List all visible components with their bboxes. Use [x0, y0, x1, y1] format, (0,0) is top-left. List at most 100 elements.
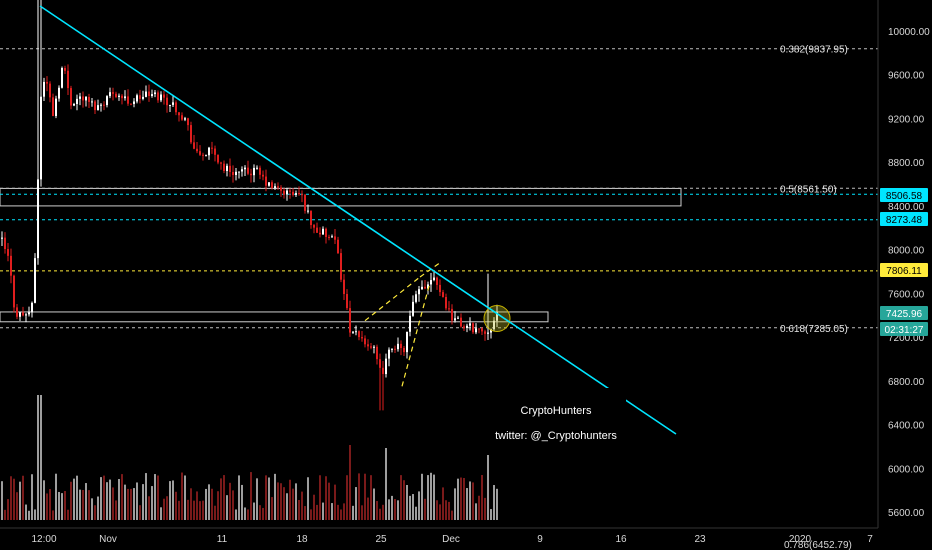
- volume-bar: [370, 475, 372, 520]
- volume-bar: [403, 480, 405, 520]
- volume-bar: [214, 505, 216, 520]
- volume-bar: [172, 480, 174, 520]
- volume-bar: [283, 487, 285, 520]
- volume-bar: [361, 505, 363, 520]
- volume-bar: [238, 475, 240, 520]
- candle-body: [130, 103, 132, 105]
- candle-body: [100, 104, 102, 106]
- volume-layer: [1, 395, 498, 520]
- annotation-box: [492, 388, 626, 450]
- volume-bar: [49, 489, 51, 520]
- x-tick-label: 16: [615, 534, 627, 545]
- x-axis[interactable]: 12:00 Nov 11 18 25 Dec 9 16 23 2020 7: [0, 527, 878, 545]
- candle-body: [205, 155, 207, 157]
- candle-body: [478, 328, 480, 330]
- candle-body: [232, 171, 234, 176]
- candle-body: [304, 194, 306, 211]
- volume-bar: [445, 500, 447, 520]
- candle-body: [364, 338, 366, 345]
- candle-body: [484, 331, 486, 334]
- volume-bar: [412, 494, 414, 520]
- candle-body: [316, 227, 318, 233]
- candle-body: [466, 325, 468, 329]
- volume-bar: [28, 510, 30, 520]
- candle-body: [307, 210, 309, 212]
- candle-body: [25, 314, 27, 316]
- volume-bar: [346, 475, 348, 520]
- volume-bar: [496, 488, 498, 520]
- candle-body: [40, 96, 42, 180]
- candle-body: [328, 236, 330, 238]
- candle-body: [199, 151, 201, 155]
- y-tick-label: 6000.00: [888, 464, 925, 475]
- candle-body: [481, 328, 483, 332]
- candle-body: [235, 171, 237, 176]
- x-tick-label: Dec: [442, 534, 460, 545]
- x-tick-label: Nov: [99, 534, 117, 545]
- volume-bar: [205, 488, 207, 520]
- candle-body: [271, 182, 273, 189]
- candle-body: [367, 344, 369, 347]
- candle-body: [388, 349, 390, 359]
- candle-body: [454, 318, 456, 321]
- candle-body: [190, 125, 192, 143]
- candle-body: [115, 93, 117, 97]
- x-tick-label: 7: [867, 534, 873, 545]
- wedge-upper-line: [364, 276, 421, 322]
- candle-body: [256, 167, 258, 169]
- volume-bar: [430, 472, 432, 520]
- candle-body: [70, 88, 72, 106]
- y-axis[interactable]: 5600.00 6000.00 6400.00 6800.00 7200.00 7600.…: [784, 0, 930, 550]
- candle-body: [52, 97, 54, 117]
- price-badge: 02:31:27: [880, 322, 928, 336]
- y-tick-label: 6800.00: [888, 377, 925, 388]
- volume-bar: [160, 507, 162, 520]
- price-badge: 8273.48: [880, 212, 928, 226]
- volume-bar: [292, 488, 294, 520]
- price-badges: 8506.58 8273.48 7806.11 7425.96 02:31:27: [880, 188, 928, 336]
- volume-bar: [247, 509, 249, 520]
- volume-bar: [112, 487, 114, 520]
- volume-bar: [481, 475, 483, 520]
- volume-bar: [451, 510, 453, 520]
- volume-bar: [82, 489, 84, 520]
- candle-body: [217, 154, 219, 163]
- candle-body: [292, 191, 294, 195]
- descending-trendline[interactable]: [39, 5, 677, 435]
- volume-bar: [418, 491, 420, 520]
- volume-bar: [97, 496, 99, 520]
- candle-body: [163, 94, 165, 98]
- volume-bar: [16, 492, 18, 520]
- volume-bar: [133, 488, 135, 520]
- fib-label-0786: 0.786(6452.79): [784, 540, 852, 550]
- volume-bar: [382, 504, 384, 520]
- candle-body: [370, 346, 372, 348]
- volume-bar: [166, 496, 168, 520]
- candle-body: [16, 307, 18, 317]
- volume-bar: [268, 477, 270, 520]
- candle-body: [379, 359, 381, 368]
- volume-bar: [46, 493, 48, 520]
- svg-text:7806.11: 7806.11: [886, 266, 922, 277]
- x-tick-label: 23: [694, 534, 706, 545]
- volume-bar: [187, 499, 189, 520]
- y-tick-label: 9200.00: [888, 114, 925, 125]
- candle-body: [157, 92, 159, 101]
- hlines-layer: [0, 48, 878, 329]
- candle-body: [286, 190, 288, 195]
- candle-body: [349, 308, 351, 333]
- candle-body: [400, 343, 402, 348]
- volume-bar: [277, 482, 279, 520]
- candle-body: [475, 328, 477, 333]
- volume-bar: [388, 499, 390, 520]
- candle-body: [73, 104, 75, 106]
- volume-bar: [331, 503, 333, 520]
- volume-bar: [400, 475, 402, 520]
- candle-body: [490, 329, 492, 333]
- candle-body: [418, 289, 420, 295]
- volume-bar: [427, 475, 429, 520]
- candle-body: [472, 323, 474, 333]
- candle-body: [427, 284, 429, 289]
- volume-bar: [64, 490, 66, 520]
